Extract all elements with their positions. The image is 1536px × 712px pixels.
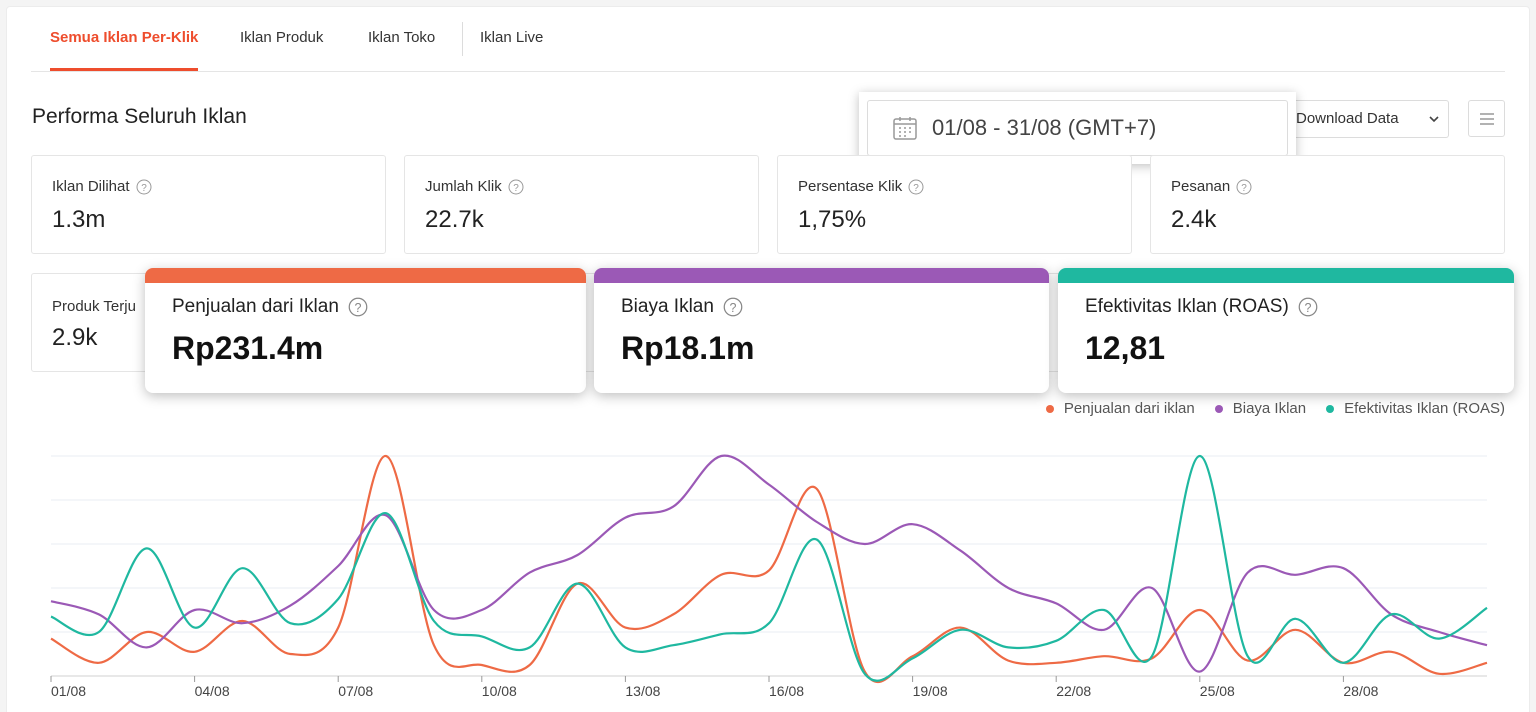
calendar-icon <box>893 117 917 140</box>
x-tick-label: 10/08 <box>482 683 517 699</box>
legend-dot <box>1326 404 1335 413</box>
legend-dot <box>1214 404 1223 413</box>
legend-label: Efektivitas Iklan (ROAS) <box>1344 400 1505 417</box>
highlight-value: Rp231.4m <box>172 330 324 366</box>
svg-text:?: ? <box>354 301 361 315</box>
metric-value: 1.3m <box>52 206 106 233</box>
x-tick-label: 04/08 <box>195 683 230 699</box>
tab-product-ads[interactable]: Iklan Produk <box>240 29 324 46</box>
x-tick-label: 22/08 <box>1056 683 1091 699</box>
tab-all-cpc-ads[interactable]: Semua Iklan Per-Klik <box>50 18 199 71</box>
svg-text:?: ? <box>1241 183 1247 194</box>
highlight-label: Penjualan dari Iklan <box>172 296 339 317</box>
chart-legend: Penjualan dari iklan Biaya Iklan Efektiv… <box>1045 400 1505 417</box>
date-range-popup: 01/08 - 31/08 (GMT+7) <box>859 92 1296 164</box>
metric-label: Persentase Klik <box>798 178 903 195</box>
card-accent-bar <box>145 268 586 283</box>
help-icon[interactable]: ? <box>1236 179 1252 195</box>
metric-value: 1,75% <box>798 206 867 233</box>
highlight-card-sales[interactable]: Penjualan dari Iklan? Rp231.4m <box>145 268 586 393</box>
tab-live-ads[interactable]: Iklan Live <box>480 29 544 46</box>
tab-divider <box>462 22 463 56</box>
help-icon[interactable]: ? <box>508 179 524 195</box>
menu-icon <box>1480 113 1494 125</box>
x-tick-label: 13/08 <box>625 683 660 699</box>
x-tick-label: 25/08 <box>1200 683 1235 699</box>
series-line-cost[interactable] <box>50 454 1488 673</box>
svg-text:?: ? <box>729 301 736 315</box>
metric-label: Jumlah Klik <box>425 178 502 195</box>
metric-label: Iklan Dilihat <box>52 178 130 195</box>
series-line-roas[interactable] <box>50 454 1488 682</box>
legend-item-cost[interactable]: Biaya Iklan <box>1214 400 1307 417</box>
metric-card-orders[interactable]: Pesanan? 2.4k <box>1150 155 1505 254</box>
metric-value: 2.9k <box>52 324 98 351</box>
help-icon[interactable]: ? <box>723 297 743 317</box>
legend-item-sales[interactable]: Penjualan dari iklan <box>1045 400 1195 417</box>
highlight-card-roas[interactable]: Efektivitas Iklan (ROAS)? 12,81 <box>1058 268 1514 393</box>
page-title: Performa Seluruh Iklan <box>32 105 247 128</box>
metric-label: Produk Terju <box>52 298 136 315</box>
metric-value: 22.7k <box>425 206 484 233</box>
svg-text:?: ? <box>1304 301 1311 315</box>
highlight-card-cost[interactable]: Biaya Iklan? Rp18.1m <box>594 268 1049 393</box>
highlight-value: Rp18.1m <box>621 330 755 366</box>
download-data-label: Download Data <box>1296 110 1399 127</box>
series-line-sales[interactable] <box>50 454 1488 684</box>
help-icon[interactable]: ? <box>136 179 152 195</box>
x-tick-label: 01/08 <box>51 683 86 699</box>
help-icon[interactable]: ? <box>908 179 924 195</box>
metric-card-impressions[interactable]: Iklan Dilihat? 1.3m <box>31 155 386 254</box>
x-tick-label: 16/08 <box>769 683 804 699</box>
date-range-text: 01/08 - 31/08 (GMT+7) <box>932 115 1157 140</box>
highlight-label: Efektivitas Iklan (ROAS) <box>1085 296 1289 317</box>
help-icon[interactable]: ? <box>348 297 368 317</box>
menu-button[interactable] <box>1468 100 1505 137</box>
x-tick-label: 19/08 <box>913 683 948 699</box>
metric-value: 2.4k <box>1171 206 1217 233</box>
ad-type-tabs: Semua Iklan Per-Klik Iklan Produk Iklan … <box>31 18 1505 72</box>
svg-text:?: ? <box>141 183 147 194</box>
metric-card-clicks[interactable]: Jumlah Klik? 22.7k <box>404 155 759 254</box>
legend-label: Penjualan dari iklan <box>1063 400 1195 417</box>
legend-item-roas[interactable]: Efektivitas Iklan (ROAS) <box>1326 400 1505 417</box>
x-tick-label: 07/08 <box>338 683 373 699</box>
highlight-label: Biaya Iklan <box>621 296 714 317</box>
legend-dot <box>1045 404 1054 413</box>
tab-shop-ads[interactable]: Iklan Toko <box>368 29 436 46</box>
svg-text:?: ? <box>913 183 919 194</box>
card-accent-bar <box>1058 268 1514 283</box>
x-tick-label: 28/08 <box>1343 683 1378 699</box>
metric-label: Pesanan <box>1171 178 1231 195</box>
card-accent-bar <box>594 268 1049 283</box>
legend-label: Biaya Iklan <box>1232 400 1307 417</box>
highlight-value: 12,81 <box>1085 330 1166 366</box>
svg-text:?: ? <box>513 183 519 194</box>
metric-card-ctr[interactable]: Persentase Klik? 1,75% <box>777 155 1132 254</box>
chevron-down-icon <box>1429 116 1439 123</box>
help-icon[interactable]: ? <box>1298 297 1318 317</box>
